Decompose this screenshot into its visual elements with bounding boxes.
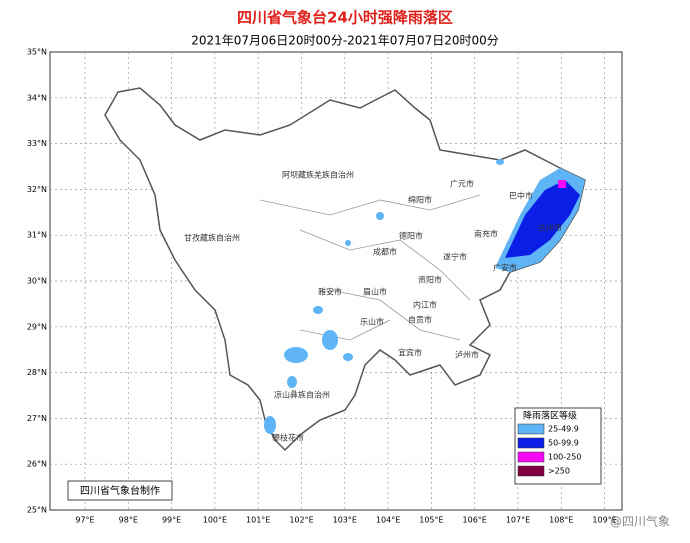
watermark: @四川气象 (610, 514, 670, 529)
lon-label: 108°E (549, 516, 573, 525)
place-label: 达州市 (538, 223, 562, 233)
lon-label: 106°E (463, 516, 487, 525)
lat-label: 27°N (27, 414, 47, 423)
rain-spot (287, 376, 297, 388)
legend-swatch (517, 465, 545, 477)
lat-label: 31°N (27, 231, 47, 240)
lon-label: 103°E (333, 516, 357, 525)
lat-label: 26°N (27, 460, 47, 469)
place-label: 眉山市 (363, 287, 387, 297)
place-label: 资阳市 (418, 275, 442, 285)
lon-label: 102°E (289, 516, 313, 525)
footer-box (67, 480, 173, 501)
lat-label: 28°N (27, 368, 47, 377)
legend-swatch (517, 451, 545, 463)
legend-label: 25-49.9 (548, 425, 579, 434)
lon-label: 109°E (592, 516, 616, 525)
place-label: 广安市 (493, 263, 517, 273)
legend-swatch (517, 437, 545, 449)
rain-area-extreme (558, 180, 566, 188)
place-label: 德阳市 (399, 231, 423, 241)
rain-spot (284, 347, 308, 363)
place-label: 广元市 (450, 179, 474, 189)
province-outline (104, 87, 586, 452)
place-label: 雅安市 (318, 287, 342, 297)
legend-label: 50-99.9 (548, 439, 579, 448)
lon-label: 98°E (119, 516, 138, 525)
lat-label: 25°N (27, 506, 47, 515)
place-label: 甘孜藏族自治州 (184, 233, 240, 243)
lon-label: 101°E (246, 516, 270, 525)
rain-area-heavy (505, 180, 580, 258)
place-label: 宜宾市 (398, 348, 422, 358)
lon-label: 105°E (419, 516, 443, 525)
lon-label: 97°E (75, 516, 94, 525)
place-label: 自贡市 (408, 315, 432, 325)
district-boundaries (259, 194, 481, 341)
rain-spot (313, 306, 323, 314)
lat-label: 29°N (27, 322, 47, 331)
place-label: 阿坝藏族羌族自治州 (282, 170, 354, 180)
legend-label: >250 (548, 467, 570, 476)
lon-label: 99°E (162, 516, 181, 525)
place-label: 遂宁市 (443, 252, 467, 262)
legend-label: 100-250 (548, 453, 581, 462)
lon-label: 100°E (203, 516, 227, 525)
place-label: 凉山彝族自治州 (274, 390, 330, 400)
place-label: 巴中市 (509, 191, 533, 201)
lon-label: 107°E (506, 516, 530, 525)
footer: 四川省气象台制作 (80, 484, 160, 497)
rain-spot (345, 240, 351, 246)
legend: 25-49.9 50-99.9 100-250 >250 (517, 423, 581, 477)
rain-spot (343, 353, 353, 361)
place-label: 成都市 (373, 247, 397, 257)
place-label: 乐山市 (360, 317, 384, 327)
lat-label: 34°N (27, 93, 47, 102)
title: 四川省气象台24小时强降雨落区 (237, 9, 453, 27)
rain-spot (322, 330, 338, 350)
subtitle: 2021年07月06日20时00分-2021年07月07日20时00分 (191, 34, 499, 48)
place-label: 南充市 (474, 229, 498, 239)
lat-label: 30°N (27, 277, 47, 286)
place-label: 泸州市 (455, 350, 479, 360)
lat-label: 33°N (27, 139, 47, 148)
legend-swatch (517, 423, 545, 435)
lat-label: 32°N (27, 185, 47, 194)
place-label: 攀枝花市 (272, 433, 304, 443)
legend-title: 降雨落区等级 (523, 410, 577, 422)
place-label: 绵阳市 (408, 195, 432, 205)
lon-label: 104°E (376, 516, 400, 525)
place-label: 内江市 (413, 300, 437, 310)
lat-label: 35°N (27, 48, 47, 57)
rain-spots (264, 159, 504, 434)
rain-spot (496, 159, 504, 165)
rain-spot (264, 416, 276, 434)
rain-spot (376, 212, 384, 220)
